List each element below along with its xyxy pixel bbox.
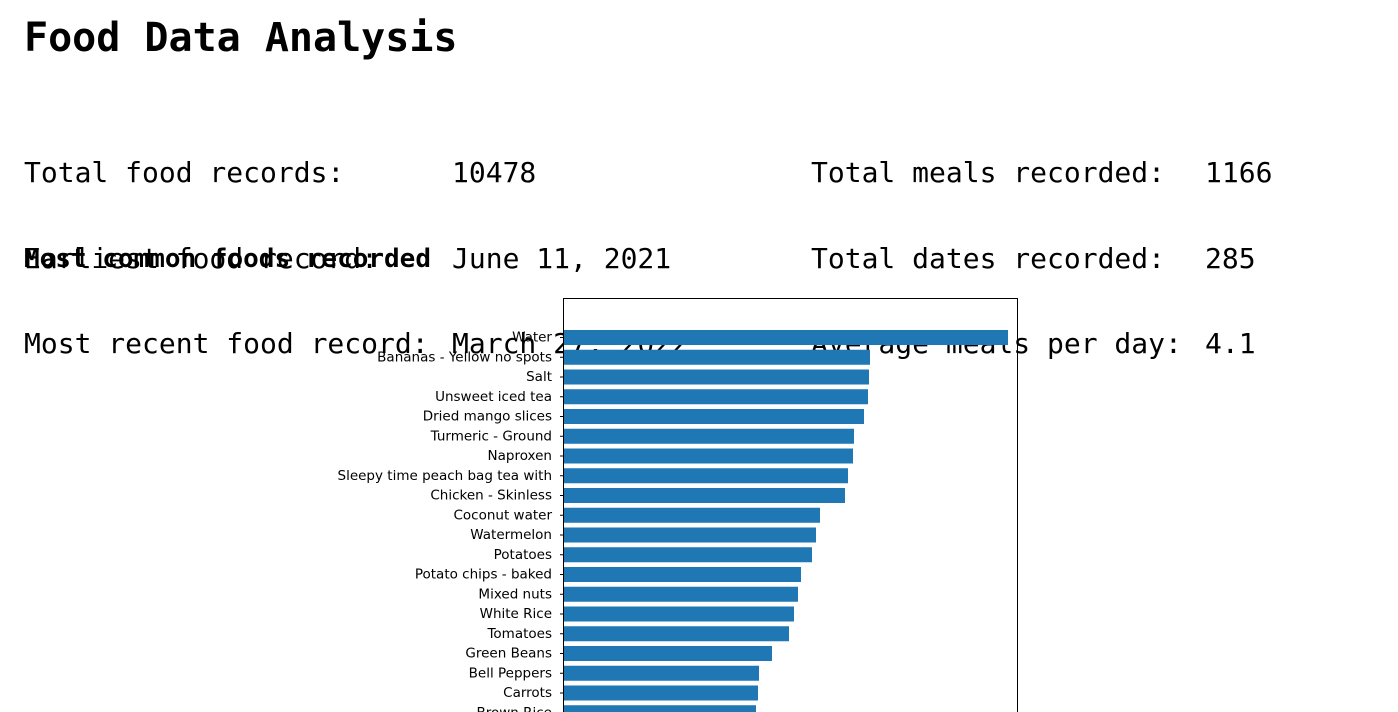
y-tick-label: Potato chips - baked bbox=[415, 567, 552, 583]
y-tick-label: Dried mango slices bbox=[423, 409, 552, 425]
bar bbox=[564, 685, 758, 701]
bar bbox=[564, 468, 848, 484]
y-tick-label: Unsweet iced tea bbox=[435, 389, 552, 405]
bar bbox=[564, 665, 759, 681]
stats-right-block: Total meals recorded: 1166 Total dates r… bbox=[811, 102, 1272, 387]
bar bbox=[564, 330, 1008, 345]
stat-label: Total food records: bbox=[24, 156, 345, 189]
stat-label: Total meals recorded: bbox=[811, 156, 1166, 189]
stat-label: Total dates recorded: bbox=[811, 241, 1166, 275]
stat-value: 10478 bbox=[452, 156, 537, 189]
y-tick-label: Water bbox=[512, 330, 552, 346]
y-tick-label: Tomatoes bbox=[486, 626, 552, 642]
chart-bars: Water Bananas - Yellow no spots Salt Unswee… bbox=[338, 330, 1008, 712]
chart-frame bbox=[563, 298, 1018, 712]
bar bbox=[564, 606, 794, 622]
bar bbox=[564, 626, 789, 642]
bar bbox=[564, 349, 870, 365]
stat-earliest-food-record: Earliest food record: June 11, 2021 bbox=[24, 241, 688, 275]
y-tick-label: White Rice bbox=[480, 606, 552, 622]
y-tick-label: Turmeric - Ground bbox=[430, 428, 552, 444]
stat-total-dates-recorded: Total dates recorded: 285 bbox=[811, 241, 1272, 275]
stat-total-meals-recorded: Total meals recorded: 1166 bbox=[811, 156, 1273, 189]
bar bbox=[564, 409, 864, 424]
stats-left-block: Total food records: 10478 Earliest food … bbox=[24, 102, 688, 387]
bar bbox=[564, 586, 798, 602]
y-tick-label: Brown Rice bbox=[476, 705, 552, 712]
y-tick-label: Potatoes bbox=[494, 547, 552, 563]
y-tick-label: Naproxen bbox=[488, 448, 552, 464]
y-tick-label: Watermelon bbox=[470, 527, 552, 543]
y-tick-label: Green Beans bbox=[465, 646, 552, 662]
bar bbox=[564, 646, 772, 661]
y-tick-label: Coconut water bbox=[453, 507, 552, 523]
bar bbox=[564, 369, 869, 385]
y-tick-label: Bananas - Yellow no spots bbox=[377, 349, 552, 365]
stat-label: Earliest food record: bbox=[24, 241, 379, 275]
bar bbox=[564, 547, 812, 563]
y-tick-label: Mixed nuts bbox=[478, 586, 552, 602]
section-title: Most common foods recorded bbox=[24, 244, 431, 274]
stat-value: June 11, 2021 bbox=[452, 241, 672, 275]
stat-label: Most recent food record: bbox=[24, 327, 429, 360]
y-tick-label: Chicken - Skinless bbox=[430, 488, 552, 504]
stat-value: 4.1 bbox=[1205, 327, 1256, 360]
stat-value: 285 bbox=[1205, 241, 1256, 275]
y-tick-label: Sleepy time peach bag tea with bbox=[338, 468, 553, 484]
y-tick-label: Salt bbox=[526, 369, 552, 385]
stat-value: 1166 bbox=[1205, 156, 1273, 189]
bar bbox=[564, 507, 820, 523]
bar bbox=[564, 448, 853, 464]
bar bbox=[564, 389, 868, 405]
y-tick-label: Carrots bbox=[503, 685, 552, 701]
bar bbox=[564, 527, 816, 543]
bar bbox=[564, 488, 845, 503]
bar bbox=[564, 705, 756, 712]
page-title: Food Data Analysis bbox=[24, 15, 458, 61]
bar bbox=[564, 567, 801, 582]
bar bbox=[564, 428, 854, 444]
stat-total-food-records: Total food records: 10478 bbox=[24, 156, 688, 189]
y-tick-label: Bell Peppers bbox=[469, 665, 552, 681]
